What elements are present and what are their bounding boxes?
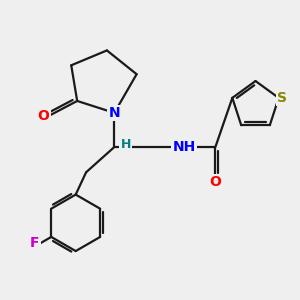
Text: F: F: [30, 236, 40, 250]
Text: NH: NH: [172, 140, 196, 154]
Text: S: S: [277, 91, 287, 105]
Text: O: O: [209, 175, 221, 189]
Text: N: N: [109, 106, 120, 120]
Text: H: H: [120, 138, 131, 151]
Text: O: O: [38, 109, 50, 123]
